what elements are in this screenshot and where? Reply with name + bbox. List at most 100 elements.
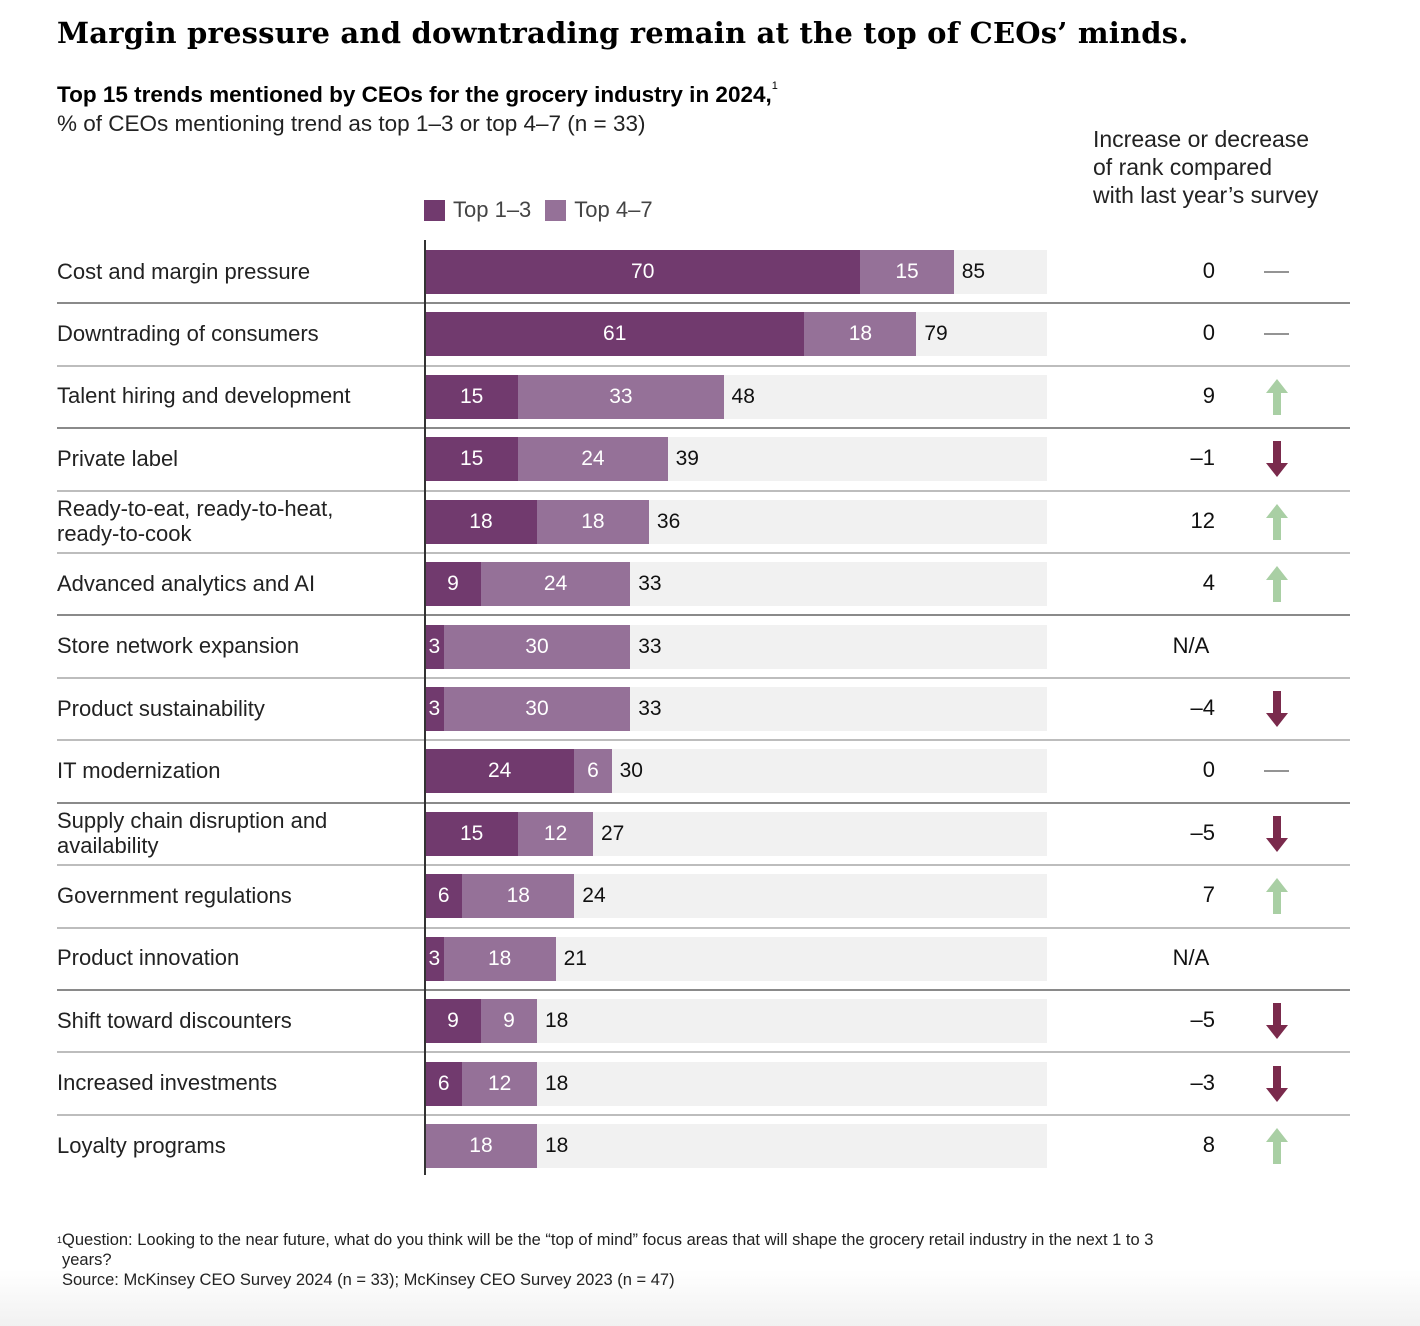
rank-change-value: –4	[1190, 695, 1215, 720]
row-separator	[57, 489, 1350, 492]
rank-change-value: 8	[1202, 1132, 1215, 1158]
category-label-line: Supply chain disruption and	[57, 807, 328, 833]
rank-header-line: of rank compared	[1093, 154, 1272, 180]
row-separator	[57, 864, 1350, 867]
bar-segment-top-4-7: 24	[480, 562, 631, 607]
row-separator	[57, 676, 1350, 679]
bar-total-label: 39	[675, 447, 699, 471]
footnote-source: Source: McKinsey CEO Survey 2024 (n = 33…	[62, 1271, 675, 1289]
row-separator	[57, 1113, 1350, 1116]
rank-change-value: 7	[1202, 882, 1215, 908]
bar-segment-top-4-7: 24	[518, 437, 668, 482]
category-label: Shift toward discounters	[57, 1008, 397, 1033]
row-separator	[57, 551, 1350, 554]
bar-segment-top-1-3: 18	[425, 499, 537, 544]
rank-change-header: Increase or decrease of rank compared wi…	[1093, 125, 1393, 209]
category-label-line: availability	[57, 832, 159, 858]
category-label: Private label	[57, 446, 397, 471]
rank-change-value: N/A	[1172, 632, 1210, 658]
y-axis-line	[424, 240, 426, 1175]
category-label-line: Cost and margin pressure	[57, 258, 311, 284]
rank-change-value: 4	[1202, 570, 1215, 596]
bar-total-label: 27	[600, 821, 625, 845]
bar-segment-top-4-7: 18	[536, 499, 649, 544]
footnote-question-cont: years?	[62, 1251, 112, 1269]
category-label-line: Store network expansion	[57, 633, 300, 659]
row-separator	[57, 614, 1350, 617]
rank-change-value: 0	[1202, 757, 1215, 783]
category-label-line: Product innovation	[57, 945, 240, 971]
rank-change-value: –5	[1190, 819, 1215, 845]
footnote-question-text: Question: Looking to the near future, wh…	[62, 1231, 1154, 1249]
category-label: Supply chain disruption and availability	[57, 808, 397, 858]
bar-segment-top-4-7: 30	[443, 624, 631, 669]
category-label: Government regulations	[57, 883, 397, 908]
bar-total-label: 36	[656, 509, 681, 533]
legend: Top 1–3 Top 4–7	[424, 197, 667, 223]
bar-segment-top-4-7: 9	[480, 999, 537, 1044]
bar-total-label: 33	[638, 697, 662, 720]
row-separator	[57, 988, 1350, 991]
category-label: Advanced analytics and AI	[57, 571, 397, 596]
arrow-up-icon	[1262, 876, 1292, 916]
bar-total-label: 18	[544, 1134, 569, 1158]
bar-total-label: 18	[544, 1009, 569, 1033]
bar-segment-top-1-3: 9	[425, 562, 481, 607]
category-label: Store network expansion	[57, 633, 397, 658]
bar-segment-top-1-3: 24	[425, 749, 575, 794]
stacked-bar-chart: Cost and margin pressure 70 15 85 0 Downtradi…	[57, 250, 1350, 1169]
arrow-down-icon	[1262, 814, 1292, 854]
category-label: IT modernization	[57, 758, 397, 783]
bar-total-label: 24	[582, 884, 606, 908]
category-label-line: IT modernization	[57, 757, 221, 783]
row-separator	[57, 1051, 1350, 1054]
row-separator	[57, 801, 1350, 804]
arrow-up-icon	[1262, 502, 1292, 542]
category-label: Product sustainability	[57, 696, 397, 721]
rank-change-value: 0	[1202, 258, 1215, 283]
row-separator	[57, 364, 1350, 367]
footnote-question: 1Question: Looking to the near future, w…	[57, 1231, 1153, 1249]
bar-total-label: 85	[961, 260, 986, 283]
row-separator	[57, 926, 1350, 929]
rank-header-line: with last year’s survey	[1093, 182, 1319, 208]
bar-total-label: 30	[619, 759, 643, 783]
footnote-marker: 1	[771, 80, 778, 92]
bar-total-label: 21	[563, 946, 587, 970]
bar-segment-top-1-3: 3	[425, 936, 444, 981]
bar-segment-top-4-7: 30	[443, 687, 631, 731]
category-label-line: Loyalty programs	[57, 1132, 226, 1158]
bar-segment-top-4-7: 33	[518, 374, 724, 419]
legend-label: Top 4–7	[574, 197, 653, 222]
bar-segment-top-1-3: 6	[425, 874, 463, 919]
footnote-sup: 1	[57, 1235, 63, 1245]
category-label: Product innovation	[57, 945, 397, 970]
rank-change-value: 9	[1202, 382, 1215, 408]
dash-icon	[1262, 751, 1292, 791]
bar-total-label: 33	[638, 572, 662, 596]
bar-segment-top-1-3: 3	[425, 687, 444, 731]
bar-segment-top-4-7: 18	[462, 874, 575, 919]
row-separator	[57, 427, 1350, 430]
bar-segment-top-1-3: 6	[425, 1061, 463, 1106]
category-label: Loyalty programs	[57, 1133, 397, 1158]
dash-icon	[1262, 314, 1292, 354]
bar-segment-top-4-7: 6	[574, 749, 612, 794]
arrow-down-icon	[1262, 439, 1292, 479]
chart-headline: Margin pressure and downtrading remain a…	[57, 16, 1189, 50]
category-label-line: ready-to-cook	[57, 520, 192, 546]
category-label-line: Ready-to-eat, ready-to-heat,	[57, 495, 334, 521]
arrow-up-icon	[1262, 1126, 1292, 1166]
bar-segment-top-1-3: 70	[425, 250, 861, 294]
chart-title-text: Top 15 trends mentioned by CEOs for the …	[57, 82, 772, 107]
legend-swatch-top-4-7	[545, 199, 567, 221]
legend-item-top-1-3: Top 1–3	[424, 197, 531, 223]
arrow-up-icon	[1262, 564, 1292, 604]
bar-segment-top-1-3: 15	[425, 811, 519, 856]
category-label: Talent hiring and development	[57, 383, 397, 408]
chart-subtitle: % of CEOs mentioning trend as top 1–3 or…	[57, 111, 646, 136]
bar-segment-top-4-7: 15	[860, 250, 954, 294]
bar-segment-top-4-7: 12	[518, 811, 593, 856]
rank-change-value: –3	[1190, 1069, 1215, 1095]
bar-segment-top-1-3: 15	[425, 437, 519, 482]
